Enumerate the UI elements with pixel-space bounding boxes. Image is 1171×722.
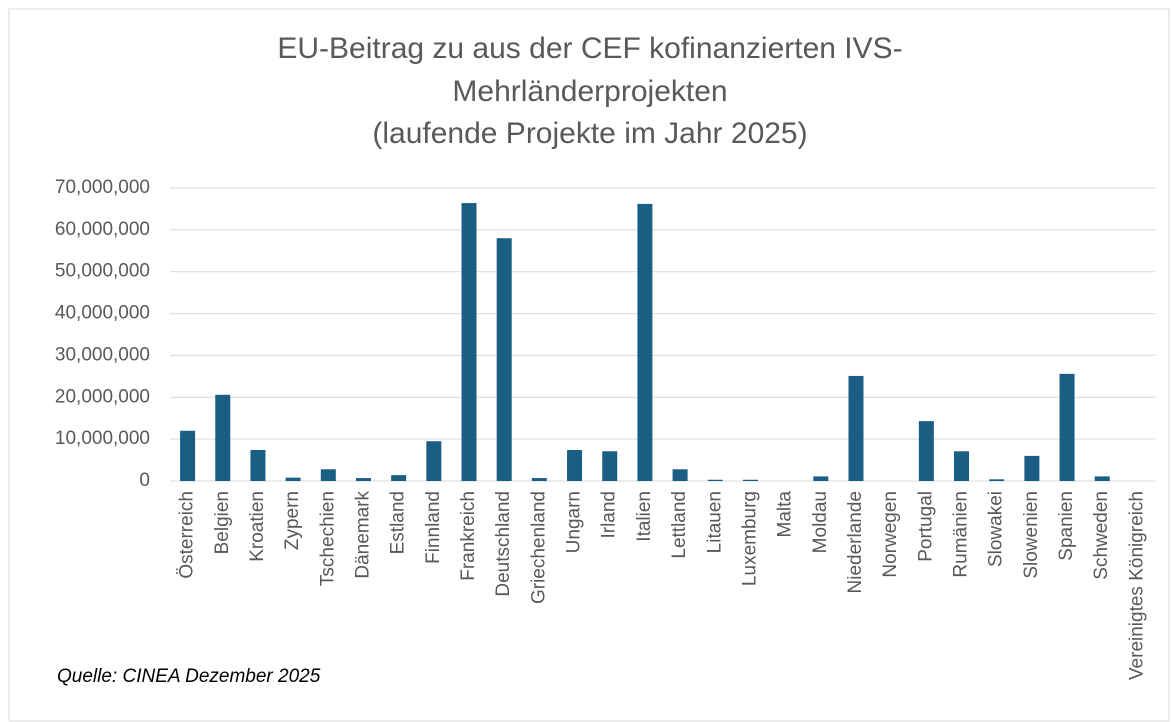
bar: [461, 203, 477, 481]
x-tick-label: Griechenland: [528, 491, 549, 604]
x-tick-label: Norwegen: [880, 491, 901, 578]
bar: [1059, 373, 1075, 481]
x-tick-label: Schweden: [1091, 491, 1112, 580]
bar: [813, 476, 829, 481]
x-tick-label: Ungarn: [564, 491, 585, 553]
bar: [742, 479, 758, 481]
chart-title: (laufende Projekte im Jahr 2025): [372, 117, 807, 150]
bar: [355, 478, 371, 481]
chart-title: Mehrländerprojekten: [452, 75, 727, 108]
x-tick-label: Kroatien: [247, 491, 268, 562]
bar: [567, 450, 583, 481]
bar: [918, 421, 934, 481]
bar: [320, 469, 336, 481]
bar: [531, 478, 547, 481]
bar: [250, 450, 266, 481]
bar: [391, 475, 407, 481]
bar: [707, 479, 723, 481]
x-tick-label: Estland: [388, 491, 409, 554]
bar: [848, 375, 864, 481]
y-tick-label: 60,000,000: [55, 219, 150, 240]
x-tick-label: Zypern: [282, 491, 303, 550]
y-tick-label: 0: [139, 470, 150, 491]
x-tick-label: Frankreich: [458, 491, 479, 581]
x-tick-label: Irland: [599, 491, 620, 539]
x-tick-label: Moldau: [810, 491, 831, 553]
x-tick-label: Finnland: [423, 491, 444, 564]
bar: [989, 479, 1005, 481]
x-tick-label: Tschechien: [317, 491, 338, 586]
x-tick-label: Slowenien: [1021, 491, 1042, 579]
bar: [215, 394, 231, 481]
x-tick-label: Italien: [634, 491, 655, 542]
x-tick-label: Belgien: [212, 491, 233, 554]
bar: [285, 477, 301, 481]
x-tick-label: Spanien: [1056, 491, 1077, 561]
bar: [637, 203, 653, 482]
y-tick-label: 50,000,000: [55, 261, 150, 282]
x-tick-label: Slowakei: [986, 491, 1007, 567]
x-tick-label: Vereinigtes Königreich: [1126, 491, 1147, 680]
chart-frame: [8, 8, 1170, 722]
bar: [426, 441, 442, 481]
y-tick-label: 70,000,000: [55, 177, 150, 198]
x-tick-label: Portugal: [915, 491, 936, 562]
x-tick-label: Deutschland: [493, 491, 514, 597]
x-tick-label: Malta: [775, 491, 796, 538]
bar: [672, 469, 688, 481]
y-tick-label: 40,000,000: [55, 303, 150, 324]
bar: [954, 451, 970, 481]
x-tick-label: Rumänien: [951, 491, 972, 578]
source-note: Quelle: CINEA Dezember 2025: [57, 666, 321, 687]
x-tick-label: Österreich: [177, 491, 198, 579]
x-tick-label: Litauen: [704, 491, 725, 553]
bar: [1094, 476, 1110, 481]
chart-title: EU-Beitrag zu aus der CEF kofinanzierten…: [277, 32, 902, 65]
bar: [1024, 455, 1040, 481]
y-tick-label: 10,000,000: [55, 428, 150, 449]
bar: [496, 238, 512, 481]
bar: [180, 430, 196, 481]
x-tick-label: Luxemburg: [739, 491, 760, 586]
y-tick-label: 20,000,000: [55, 386, 150, 407]
x-tick-label: Dänemark: [352, 491, 373, 579]
x-tick-label: Lettland: [669, 491, 690, 559]
x-tick-label: Niederlande: [845, 491, 866, 593]
y-tick-label: 30,000,000: [55, 344, 150, 365]
bar: [602, 451, 618, 481]
